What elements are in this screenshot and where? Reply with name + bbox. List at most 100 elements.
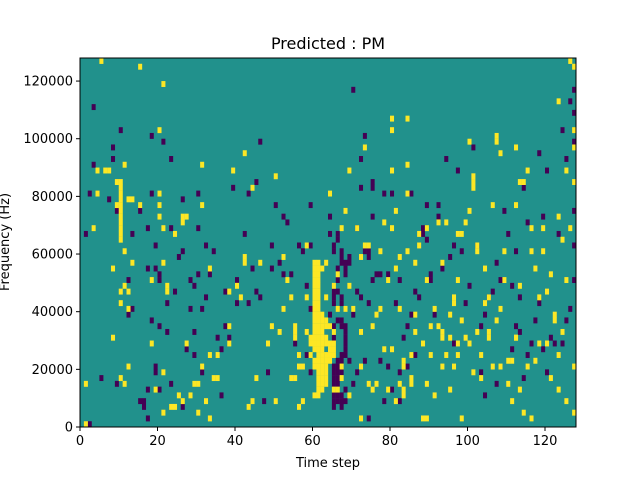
- heatmap-cell-low: [343, 265, 348, 272]
- heatmap-cell-high: [180, 219, 185, 226]
- heatmap-cell-low: [335, 392, 340, 399]
- heatmap-cell-high: [455, 352, 460, 358]
- heatmap-cell-high: [370, 386, 375, 393]
- heatmap-cell-high: [204, 398, 209, 405]
- heatmap-cell-low: [510, 282, 515, 289]
- heatmap-cell-high: [324, 380, 329, 387]
- heatmap-cell-low: [114, 207, 119, 214]
- heatmap-cell-low: [452, 242, 457, 249]
- heatmap-cell-high: [564, 398, 569, 405]
- heatmap-cell-low: [145, 415, 150, 422]
- heatmap-cell-high: [366, 242, 371, 249]
- heatmap-cell-high: [324, 375, 329, 382]
- heatmap-cell-low: [517, 328, 522, 335]
- heatmap-cell-high: [343, 305, 348, 312]
- heatmap-cell-high: [331, 346, 336, 353]
- heatmap-cell-low: [114, 380, 119, 387]
- heatmap-cell-low: [409, 311, 414, 318]
- heatmap-cell-low: [514, 323, 519, 330]
- y-tick-label: 80000: [32, 190, 73, 205]
- heatmap-cell-low: [308, 305, 313, 312]
- heatmap-cell-low: [366, 300, 371, 307]
- heatmap-cell-high: [316, 288, 321, 295]
- heatmap-cell-high: [118, 179, 123, 185]
- x-axis-label: Time step: [295, 456, 360, 471]
- heatmap-cell-high: [161, 369, 166, 376]
- heatmap-cell-low: [331, 334, 336, 341]
- heatmap-cell-low: [436, 213, 441, 220]
- heatmap-cell-low: [99, 375, 104, 382]
- heatmap-cell-high: [510, 357, 515, 364]
- heatmap-cell-high: [126, 305, 131, 312]
- heatmap-cell-high: [281, 254, 286, 260]
- heatmap-cell-high: [413, 311, 418, 318]
- heatmap-cell-low: [176, 254, 181, 260]
- heatmap-cell-high: [386, 386, 391, 393]
- heatmap-cell-high: [320, 363, 325, 370]
- heatmap-cell-high: [320, 369, 325, 376]
- heatmap-cell-high: [463, 334, 468, 341]
- heatmap-cell-low: [397, 277, 402, 284]
- heatmap-cell-high: [273, 173, 278, 180]
- heatmap-cell-high: [440, 334, 445, 341]
- heatmap-cell-low: [219, 346, 224, 353]
- heatmap-cell-high: [122, 282, 127, 289]
- heatmap-cell-high: [455, 277, 460, 284]
- heatmap-cell-high: [316, 357, 321, 364]
- heatmap-cell-high: [173, 230, 178, 237]
- heatmap-cell-high: [405, 190, 410, 197]
- heatmap-cell-low: [455, 167, 460, 174]
- heatmap-cell-high: [560, 328, 565, 335]
- heatmap-cell-low: [452, 340, 457, 347]
- heatmap-cell-high: [312, 271, 317, 278]
- heatmap-cell-low: [498, 277, 503, 284]
- heatmap-cell-high: [320, 340, 325, 347]
- heatmap-cell-high: [161, 259, 166, 266]
- heatmap-cell-high: [409, 375, 414, 382]
- heatmap-cell-high: [502, 248, 507, 255]
- heatmap-cell-high: [95, 167, 100, 174]
- heatmap-cell-high: [514, 144, 519, 151]
- heatmap-cell-high: [328, 323, 333, 330]
- heatmap-cell-high: [215, 375, 220, 382]
- heatmap-cell-low: [405, 323, 410, 330]
- heatmap-cell-high: [572, 63, 577, 70]
- heatmap-cell-low: [165, 300, 170, 307]
- heatmap-cell-low: [335, 230, 340, 237]
- heatmap-cell-low: [331, 363, 336, 370]
- heatmap-cell-low: [537, 300, 542, 307]
- heatmap-cell-high: [157, 202, 162, 209]
- heatmap-cell-high: [184, 340, 189, 347]
- heatmap-cell-high: [118, 184, 123, 191]
- heatmap-cell-low: [347, 259, 352, 266]
- heatmap-cell-low: [545, 167, 550, 174]
- heatmap-cell-high: [324, 259, 329, 266]
- heatmap-cell-low: [339, 259, 344, 266]
- heatmap-cell-low: [483, 392, 488, 399]
- heatmap-cell-high: [455, 230, 460, 237]
- heatmap-cell-high: [475, 248, 480, 255]
- heatmap-cell-high: [440, 259, 445, 266]
- heatmap-cell-high: [242, 259, 247, 266]
- heatmap-cell-high: [339, 225, 344, 232]
- heatmap-cell-high: [114, 202, 119, 209]
- heatmap-cell-high: [122, 380, 127, 387]
- heatmap-cell-low: [339, 398, 344, 405]
- heatmap-cell-high: [312, 346, 317, 353]
- heatmap-cell-high: [467, 138, 472, 145]
- heatmap-cell-high: [424, 277, 429, 284]
- heatmap-cell-high: [118, 213, 123, 220]
- heatmap-cell-high: [246, 403, 251, 410]
- heatmap-cell-low: [192, 352, 197, 358]
- heatmap-cell-high: [196, 409, 201, 416]
- heatmap-cell-high: [331, 352, 336, 358]
- heatmap-cell-low: [165, 328, 170, 335]
- heatmap-cell-low: [308, 242, 313, 249]
- heatmap-cell-low: [572, 109, 577, 116]
- heatmap-cell-high: [165, 288, 170, 295]
- heatmap-cell-high: [351, 305, 356, 312]
- x-tick-label: 20: [149, 434, 166, 449]
- heatmap-cell-high: [126, 363, 131, 370]
- heatmap-cell-high: [444, 219, 449, 226]
- heatmap-cell-high: [277, 328, 282, 335]
